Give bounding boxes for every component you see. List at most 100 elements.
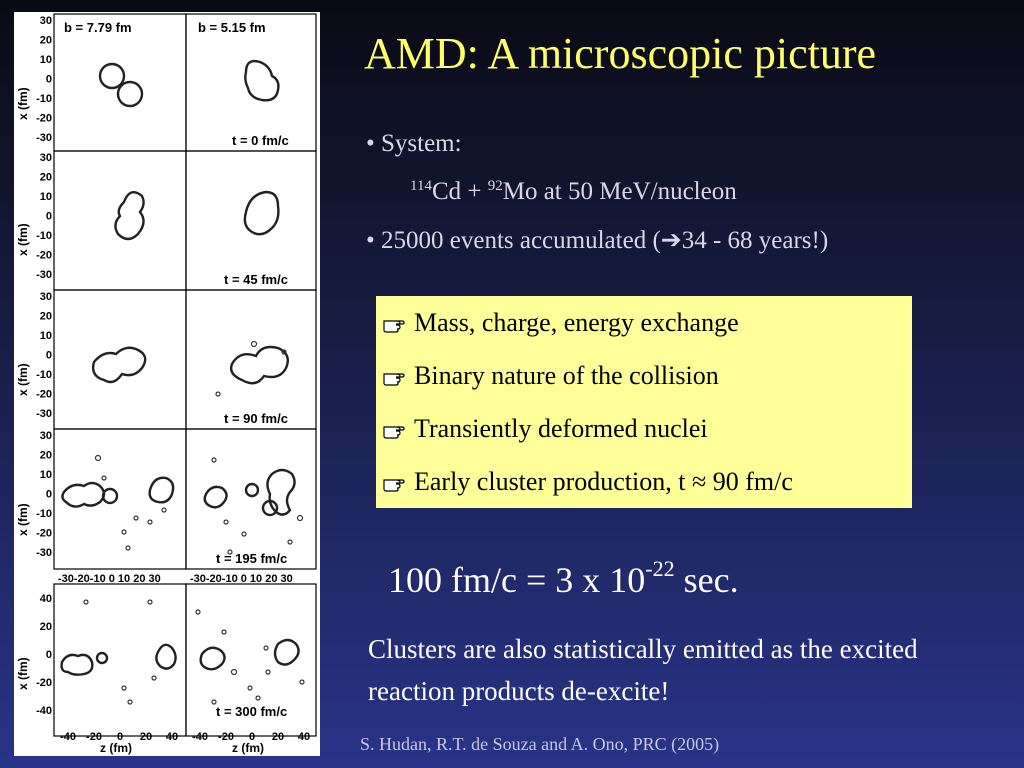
slide-title: AMD: A microscopic picture [364,29,877,78]
time-label-90: t = 90 fm/c [224,411,288,426]
x-axis-label-right: z (fm) [232,741,264,755]
y-tick-label: 20 [40,621,52,633]
contour-r5-right-b [273,638,300,666]
column-label-right: b = 5.15 fm [198,20,266,35]
y-tick-label: 10 [40,330,52,342]
x-tick-label: 0 [117,731,123,743]
box-item-text: Binary nature of the collision [414,361,719,390]
y-tick-label: 0 [46,350,52,362]
y-tick-label: 30 [40,291,52,303]
cluster-dots [83,340,305,705]
mo-mass-number: 92 [487,178,503,194]
y-tick-label: -30 [36,132,52,144]
y-axis-label-1: x (fm) [16,87,30,120]
events-prefix: • 25000 events accumulated ( [366,227,661,254]
y-tick-label: 30 [40,15,52,27]
contour-r4-left-c [148,476,175,504]
y-tick-label: -30 [36,408,52,420]
box-item-4: Early cluster production, t ≈ 90 fm/c [382,467,793,497]
y-tick-label: 0 [46,211,52,223]
contour-r2-left [114,190,145,241]
y-tick-label: -30 [36,269,52,281]
x-tick-label: 20 [140,731,152,743]
y-tick-label: -20 [36,113,52,125]
highlight-box: Mass, charge, energy exchange Binary nat… [376,296,912,508]
box-item-1: Mass, charge, energy exchange [382,308,739,338]
pointing-hand-icon [383,320,405,333]
contour-r2-right [243,190,280,236]
nucleus-contours [60,59,300,676]
citation: S. Hudan, R.T. de Souza and A. Ono, PRC … [360,734,720,754]
x-tick-label: 40 [298,731,310,743]
x-tick-label: -40 [60,731,76,743]
x-tick-labels-bottom: -40 -20 0 20 40 -40 -20 0 20 40 [60,731,310,743]
contour-r5-right-a [199,646,226,671]
y-tick-label: -10 [36,230,52,242]
y-tick-label: 0 [46,649,52,661]
y-tick-label: 0 [46,74,52,86]
y-tick-label: 20 [40,35,52,47]
y-tick-label: 30 [40,430,52,442]
y-axis-label-5: x (fm) [16,657,30,690]
x-tick-label: 0 [249,731,255,743]
y-tick-label: -10 [36,93,52,105]
time-label-45: t = 45 fm/c [224,272,288,287]
x-tick-label: 20 [272,731,284,743]
contour-r4-right-d [261,499,279,517]
y-tick-label: -20 [36,677,52,689]
cd-mass-number: 114 [410,178,432,194]
x-axis-label-left: z (fm) [100,741,132,755]
bullet-events: • 25000 events accumulated (➔34 - 68 yea… [366,225,828,255]
box-item-3: Transiently deformed nuclei [382,414,708,444]
x-tick-labels-left: -30-20-10 0 10 20 30 [58,573,161,585]
pointing-hand-icon [383,479,405,492]
y-axis-label-3: x (fm) [16,363,30,396]
contour-r4-right-a [203,485,228,509]
contour-r3-right [229,345,289,385]
y-axis-label-2: x (fm) [16,223,30,256]
equation-suffix: sec. [674,560,739,600]
y-tick-label: -40 [36,705,52,717]
x-tick-label: -40 [192,731,208,743]
y-tick-label: 20 [40,450,52,462]
y-tick-label: 10 [40,54,52,66]
y-tick-label: -10 [36,508,52,520]
y-tick-label: 0 [46,489,52,501]
bullet-system: • System: [366,130,462,157]
box-item-text: Mass, charge, energy exchange [414,308,739,337]
contour-r5-left-c [155,643,177,670]
pointing-hand-icon [383,426,405,439]
contour-r1-left-a [98,62,126,90]
box-item-text: Early cluster production, t ≈ 90 fm/c [414,467,793,496]
y-tick-label: -20 [36,528,52,540]
contour-r1-right [244,59,280,102]
pointing-hand-icon [383,373,405,386]
equation-exponent: -22 [645,556,675,581]
x-tick-label: 40 [166,731,178,743]
bullet-reaction: 114Cd + 92Mo at 50 MeV/nucleon [410,178,737,206]
panel-frames [53,13,317,737]
x-tick-label: -20 [218,731,234,743]
equation-prefix: 100 fm/c = 3 x 10 [388,560,646,600]
mo-element: Mo at 50 MeV/nucleon [502,178,737,205]
y-axis-label-4: x (fm) [16,503,30,536]
x-tick-label: -20 [86,731,102,743]
cluster-emission-note: Clusters are also statistically emitted … [368,634,918,706]
contour-r1-left-b [116,80,144,108]
contour-figure: b = 7.79 fm b = 5.15 fm t = 0 fm/c t = 4… [14,12,320,756]
y-tick-label: 20 [40,172,52,184]
time-label-300: t = 300 fm/c [216,704,287,719]
right-arrow-icon: ➔ [660,227,682,254]
y-tick-label: -10 [36,369,52,381]
y-tick-label: 10 [40,469,52,481]
box-item-2: Binary nature of the collision [382,361,719,391]
time-conversion-equation: 100 fm/c = 3 x 10-22 sec. [388,556,739,601]
contour-plot-grid: b = 7.79 fm b = 5.15 fm t = 0 fm/c t = 4… [16,13,317,755]
contour-r5-left-a [60,653,94,676]
y-tick-label: 40 [40,593,52,605]
box-item-text: Transiently deformed nuclei [414,414,708,443]
y-tick-label: 30 [40,152,52,164]
cd-element: Cd + [431,178,488,205]
y-tick-labels: 30 20 10 0 -10 -20 -30 30 20 10 0 -10 -20 -30 30 20 10 0 -… [36,15,52,717]
contour-r4-right-c [244,482,260,498]
